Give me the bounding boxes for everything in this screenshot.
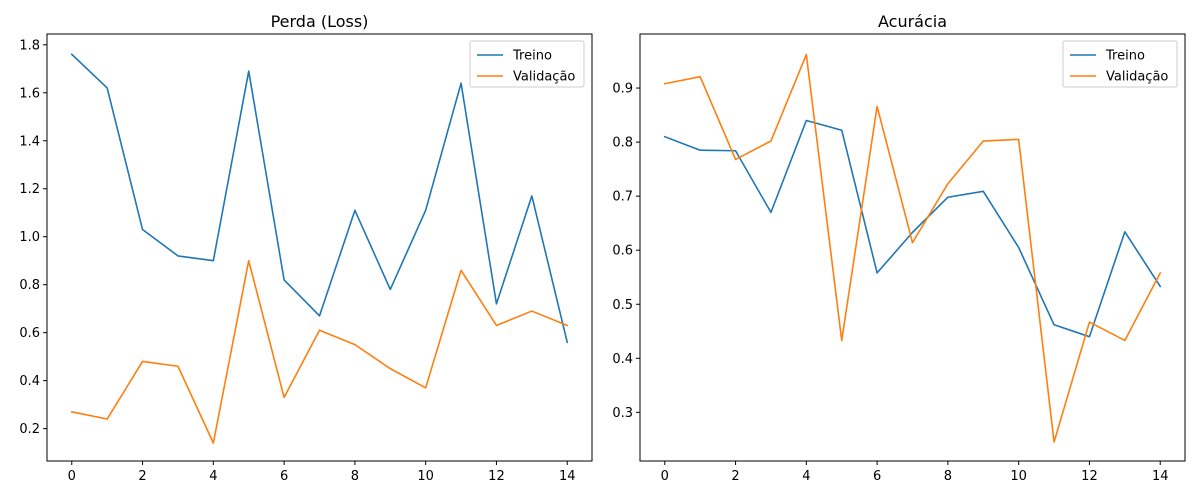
x-tick-label: 4 xyxy=(802,469,810,484)
y-tick-label: 0.9 xyxy=(612,82,633,97)
x-tick-label: 14 xyxy=(1152,469,1169,484)
y-tick-label: 0.8 xyxy=(612,136,633,151)
legend: Treino Validação xyxy=(469,40,585,88)
legend-label-validacao: Validação xyxy=(513,70,575,85)
y-tick-label: 0.6 xyxy=(19,326,40,341)
series-line-treino xyxy=(70,53,569,344)
y-tick-label: 1.0 xyxy=(19,230,40,245)
y-tick-label: 0.3 xyxy=(612,406,633,421)
legend-label-treino: Treino xyxy=(1105,49,1145,64)
y-tick-label: 1.4 xyxy=(19,134,40,149)
x-tick-label: 0 xyxy=(661,469,669,484)
y-tick-label: 0.6 xyxy=(612,244,633,259)
accuracy-chart: Acurácia 0 2 4 6 8 10 12 14 0.3 0.4 0.5 0.6 0.7 0.8 0.9… xyxy=(612,12,1186,484)
x-tick-label: 10 xyxy=(1010,469,1027,484)
x-tick-label: 4 xyxy=(209,469,217,484)
loss-chart: Perda (Loss) 0 2 4 6 8 10 12 14 0.2 0.4 0.6 0.8 1.0 1.… xyxy=(19,12,593,484)
x-tick-label: 6 xyxy=(873,469,881,484)
x-tick-label: 12 xyxy=(1081,469,1098,484)
series-line-treino xyxy=(663,119,1162,338)
y-tick-label: 0.8 xyxy=(19,278,40,293)
axes-frame xyxy=(46,33,593,462)
x-tick-label: 12 xyxy=(488,469,505,484)
legend-label-treino: Treino xyxy=(512,49,552,64)
x-tick-label: 10 xyxy=(417,469,434,484)
x-tick-label: 2 xyxy=(731,469,739,484)
x-tick-label: 8 xyxy=(351,469,359,484)
series-line-validacao xyxy=(70,259,569,444)
y-tick-label: 0.2 xyxy=(19,422,40,437)
legend-label-validacao: Validação xyxy=(1106,70,1168,85)
x-tick-label: 14 xyxy=(559,469,576,484)
y-tick-label: 0.7 xyxy=(612,190,633,205)
legend: Treino Validação xyxy=(1062,40,1178,88)
y-tick-label: 1.8 xyxy=(19,38,40,53)
chart-title: Perda (Loss) xyxy=(271,12,369,31)
y-tick-label: 0.4 xyxy=(19,374,40,389)
y-tick-label: 1.2 xyxy=(19,182,40,197)
y-tick-label: 1.6 xyxy=(19,86,40,101)
x-tick-label: 8 xyxy=(944,469,952,484)
chart-title: Acurácia xyxy=(878,12,947,31)
axes-frame xyxy=(639,33,1186,462)
x-tick-label: 2 xyxy=(138,469,146,484)
y-tick-label: 0.4 xyxy=(612,352,633,367)
y-tick-label: 0.5 xyxy=(612,298,633,313)
x-tick-label: 6 xyxy=(280,469,288,484)
series-line-validacao xyxy=(663,53,1162,443)
x-tick-label: 0 xyxy=(68,469,76,484)
